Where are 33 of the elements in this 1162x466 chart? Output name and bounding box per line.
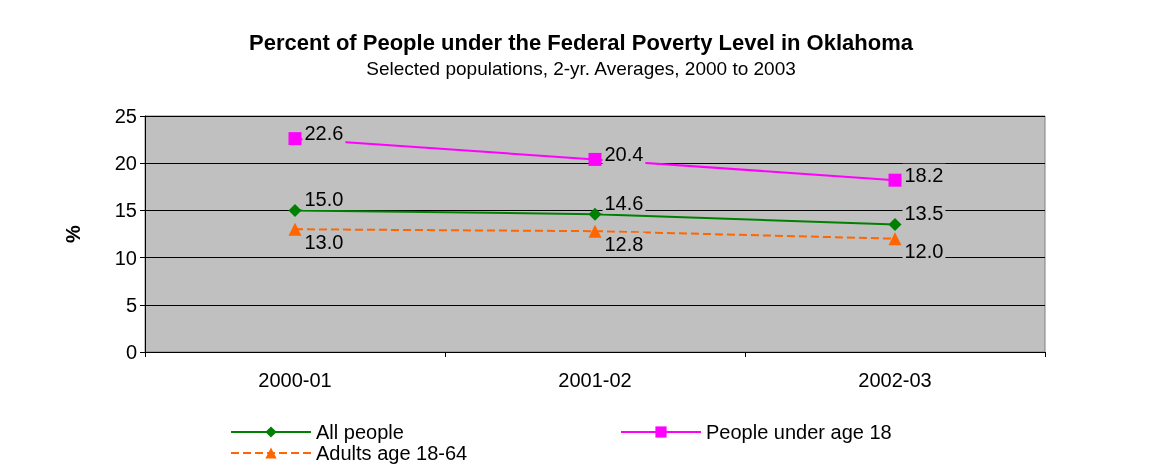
y-tick-label: 20: [114, 152, 137, 175]
point: [288, 132, 302, 146]
y-tick-label: 25: [114, 105, 137, 127]
point: [588, 152, 602, 166]
point: [588, 207, 602, 221]
y-axis-title: %: [62, 224, 84, 243]
data-label: 20.4: [604, 142, 644, 165]
y-tick-label: 15: [114, 199, 137, 222]
chart-subtitle: Selected populations, 2-yr. Averages, 2000 to 2003: [366, 58, 796, 79]
data-label: 15.0: [304, 187, 344, 210]
y-tick-label: 10: [114, 246, 137, 269]
data-label: 18.2: [904, 163, 944, 186]
x-tick-label: 2000-01: [258, 369, 332, 391]
y-tick-label: 5: [125, 293, 137, 316]
point: [288, 203, 302, 217]
x-tick-label: 2002-03: [858, 369, 932, 391]
data-label: 14.6: [604, 191, 644, 214]
data-label: 12.0: [904, 240, 944, 263]
data-label: 22.6: [304, 122, 344, 145]
legend-label: All people: [316, 421, 404, 443]
point: [588, 224, 602, 238]
chart-title: Percent of People under the Federal Poverty Level in Oklahoma: [249, 29, 914, 55]
data-label: 13.5: [904, 202, 944, 225]
y-tick-label: 0: [125, 341, 137, 363]
data-label: 12.8: [604, 232, 644, 255]
point: [888, 173, 902, 187]
data-label: 13.0: [304, 230, 344, 253]
legend-label: People under age 18: [706, 421, 892, 443]
point: [888, 232, 902, 246]
point: [288, 222, 302, 236]
x-tick-label: 2001-02: [558, 369, 632, 391]
legend-label: Adults age 18-64: [316, 442, 468, 464]
point: [888, 218, 902, 232]
